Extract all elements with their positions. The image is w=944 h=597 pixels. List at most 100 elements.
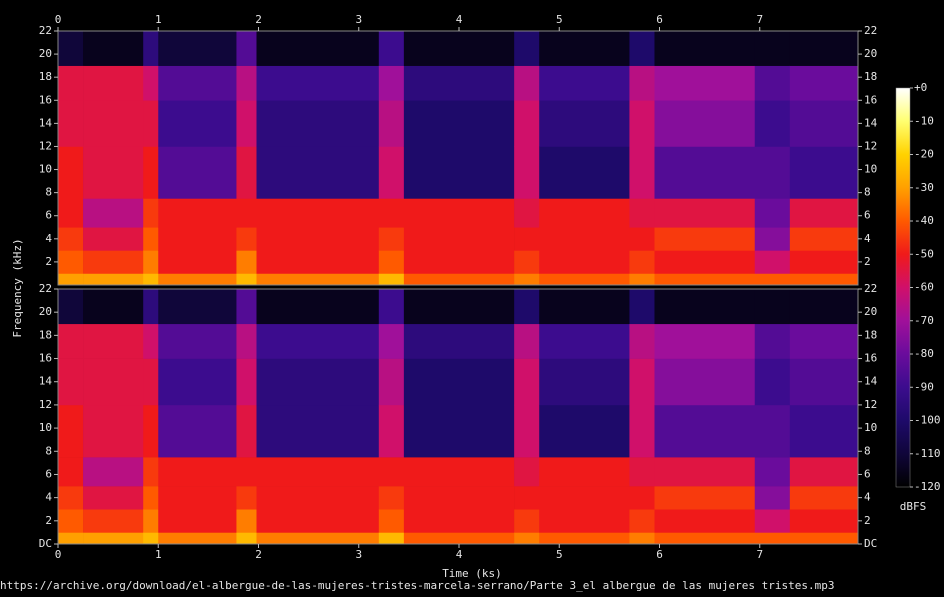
spectrogram-cell [378, 289, 405, 325]
spectrogram-cell [83, 486, 144, 510]
colorbar-tick-label: -120 [914, 480, 941, 493]
spectrogram-cell [629, 358, 655, 406]
spectrogram-cell [754, 273, 791, 286]
spectrogram-cell [256, 198, 380, 228]
spectrogram-cell [789, 273, 859, 286]
colorbar-tick-label: -30 [914, 181, 934, 194]
spectrogram-cell [654, 509, 756, 533]
spectrogram-cell [754, 227, 791, 251]
y-tick-label: 22 [864, 24, 877, 37]
footer: https://archive.org/download/el-albergue… [0, 579, 834, 592]
spectrogram-cell [654, 532, 756, 545]
spectrogram-cell [143, 65, 159, 101]
spectrogram-cell [539, 227, 630, 251]
spectrogram-cell [143, 146, 159, 199]
spectrogram-cell [654, 486, 756, 510]
y-tick-label: 10 [864, 421, 877, 434]
spectrogram-cell [236, 323, 257, 359]
spectrogram-cell [789, 457, 859, 487]
colorbar-tick-label: -10 [914, 114, 934, 127]
spectrogram-cell [403, 227, 515, 251]
spectrogram-cell [789, 532, 859, 545]
spectrogram-cell [754, 532, 791, 545]
y-tick-label: 4 [45, 491, 52, 504]
spectrogram-cell [58, 250, 84, 274]
spectrogram-cell [539, 404, 630, 458]
spectrogram-cell [514, 65, 540, 101]
spectrogram-cell [539, 358, 630, 406]
spectrogram-cell [83, 358, 144, 406]
y-tick-label: 20 [39, 47, 52, 60]
spectrogram-cell [514, 273, 540, 286]
y-tick-label: 20 [39, 305, 52, 318]
spectrogram-cell [789, 100, 859, 147]
spectrogram-cell [629, 323, 655, 359]
spectrogram-cell [514, 250, 540, 274]
spectrogram-cell [256, 31, 380, 66]
spectrogram-cell [58, 146, 84, 199]
spectrogram-cell [629, 509, 655, 533]
spectrogram-cell [256, 358, 380, 406]
spectrogram-cell [514, 457, 540, 487]
spectrogram-cell [539, 273, 630, 286]
x-tick-label: 1 [155, 13, 162, 26]
spectrogram-cell [236, 532, 257, 545]
y-tick-label: 14 [864, 375, 878, 388]
spectrogram-cell [58, 509, 84, 533]
colorbar-tick-label: +0 [914, 81, 927, 94]
y-tick-label: 4 [45, 232, 52, 245]
spectrogram-cell [256, 404, 380, 458]
spectrogram-cell [158, 250, 237, 274]
y-tick-label: 8 [864, 444, 871, 457]
spectrogram-cell [539, 65, 630, 101]
spectrogram-cell [403, 289, 515, 325]
x-tick-label: 7 [756, 548, 763, 561]
x-tick-label: 6 [656, 13, 663, 26]
x-tick-label: 4 [456, 548, 463, 561]
spectrogram-cell [654, 323, 756, 359]
spectrogram-cell [403, 250, 515, 274]
spectrogram-cell [83, 323, 144, 359]
spectrogram-cell [403, 404, 515, 458]
spectrogram-cell [654, 227, 756, 251]
y-tick-label: 4 [864, 491, 871, 504]
spectrogram-cell [754, 486, 791, 510]
spectrogram-cell [654, 404, 756, 458]
y-tick-label: DC [39, 537, 52, 550]
spectrogram-cell [58, 31, 84, 66]
spectrogram-cell [83, 289, 144, 325]
y-tick-label: 12 [864, 139, 877, 152]
spectrogram-cell [539, 31, 630, 66]
spectrogram-cell [789, 227, 859, 251]
spectrogram-cell [378, 457, 405, 487]
y-tick-label: 8 [864, 186, 871, 199]
spectrogram-cell [236, 100, 257, 147]
spectrogram-cell [236, 404, 257, 458]
spectrogram-cell [158, 31, 237, 66]
x-tick-label: 2 [255, 13, 262, 26]
spectrogram-cell [256, 323, 380, 359]
spectrogram-cell [236, 146, 257, 199]
spectrogram-cell [789, 289, 859, 325]
y-tick-label: 22 [39, 282, 52, 295]
spectrogram-cell [158, 358, 237, 406]
spectrogram-cell [789, 509, 859, 533]
x-tick-label: 0 [55, 13, 62, 26]
colorbar-tick-label: -90 [914, 380, 934, 393]
spectrogram-cell [754, 358, 791, 406]
colorbar [895, 87, 911, 488]
spectrogram-cell [83, 532, 144, 545]
y-tick-label: 8 [45, 444, 52, 457]
x-tick-label: 0 [55, 548, 62, 561]
y-tick-label: 2 [45, 255, 52, 268]
spectrogram-cell [378, 198, 405, 228]
spectrogram-cell [789, 146, 859, 199]
x-axis-label: Time (ks) [442, 567, 502, 580]
colorbar-tick-label: -110 [914, 447, 941, 460]
y-tick-label: 16 [864, 93, 877, 106]
spectrogram-cell [158, 198, 237, 228]
spectrogram-cell [158, 457, 237, 487]
x-tick-label: 3 [355, 13, 362, 26]
colorbar-tick-label: -70 [914, 314, 934, 327]
spectrogram-cell [403, 31, 515, 66]
